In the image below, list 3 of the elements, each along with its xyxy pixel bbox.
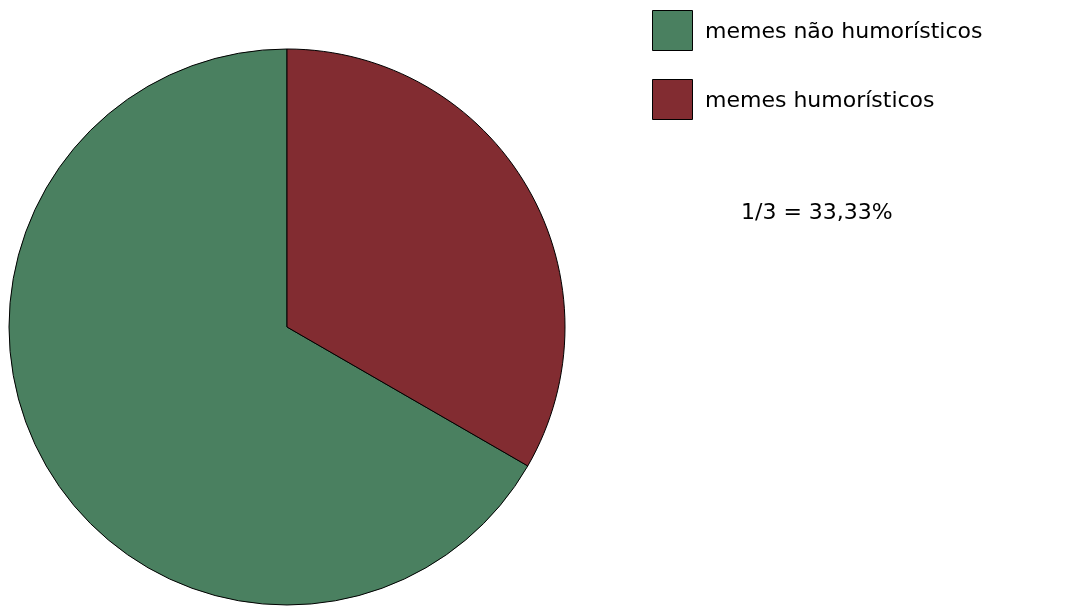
- legend-label: memes não humorísticos: [705, 17, 983, 43]
- legend-label: memes humorísticos: [705, 86, 935, 112]
- text: 1/3 = 33,33%: [741, 199, 893, 224]
